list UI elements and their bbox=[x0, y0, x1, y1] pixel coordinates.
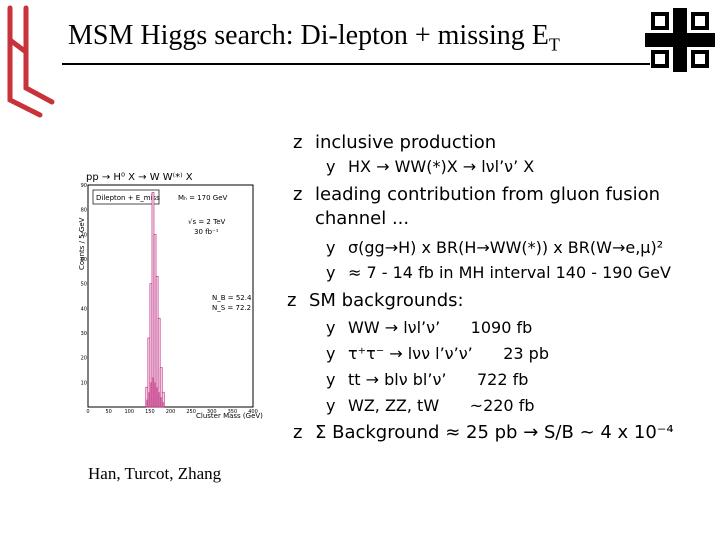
background-bar bbox=[147, 392, 150, 407]
fermilab-logo-right bbox=[645, 8, 715, 72]
bullet-sigma: y σ(gg→H) x BR(H→WW(*)) x BR(W→e,μ)² bbox=[326, 238, 664, 257]
y-tick-label: 10 bbox=[81, 380, 87, 386]
bullet-y-icon: y bbox=[326, 344, 336, 363]
plot-frame bbox=[87, 184, 254, 408]
bullet-tt: y tt → blν bl’ν’ 722 fb bbox=[326, 370, 529, 389]
x-tick-label: 250 bbox=[186, 409, 196, 415]
y-tick-label: 50 bbox=[81, 282, 87, 288]
fermilab-logo-left bbox=[7, 5, 55, 118]
bullet-y-icon: y bbox=[326, 157, 336, 176]
histogram-bars bbox=[145, 192, 165, 408]
bullet-y-icon: y bbox=[326, 238, 336, 257]
y-tick-label: 40 bbox=[81, 306, 87, 312]
slide-title: MSM Higgs search: Di-lepton + missing ET bbox=[68, 20, 560, 55]
histogram-plot: pp → H⁰ X → W W⁽*⁾ X Dilepton + E_miss M… bbox=[78, 172, 263, 420]
y-tick-label: 80 bbox=[81, 208, 87, 214]
bullet-y-icon: y bbox=[326, 370, 336, 389]
x-tick-label: 350 bbox=[228, 409, 238, 415]
bullet-z-icon: z bbox=[293, 184, 303, 205]
background-bar bbox=[156, 387, 159, 407]
y-tick-label: 70 bbox=[81, 232, 87, 238]
bullet-leading: z leading contribution from gluon fusion bbox=[293, 184, 661, 205]
credit-authors: Han, Turcot, Zhang bbox=[88, 464, 222, 483]
signal-bar bbox=[153, 234, 157, 408]
y-tick-label: 20 bbox=[81, 356, 87, 362]
background-bar bbox=[145, 399, 148, 407]
bullet-sm-backgrounds: z SM backgrounds: bbox=[287, 290, 464, 311]
plot-nb-label: N_B = 52.4 bbox=[212, 294, 252, 302]
title-rule bbox=[62, 63, 650, 65]
plot-ns-label: N_S = 72.2 bbox=[212, 304, 251, 312]
background-bar bbox=[151, 377, 154, 407]
x-tick-label: 50 bbox=[105, 409, 111, 415]
x-tick-labels: 0 50 100 150 200 250 300 350 400 bbox=[86, 409, 257, 415]
background-bar bbox=[162, 402, 165, 407]
signal-bar bbox=[151, 192, 155, 408]
background-bar bbox=[154, 382, 157, 407]
x-tick-label: 200 bbox=[166, 409, 176, 415]
bullet-inclusive: z inclusive production bbox=[293, 132, 497, 153]
plot-lumi-label: 30 fb⁻¹ bbox=[194, 228, 219, 236]
plot-xlabel: Cluster Mass (GeV) bbox=[196, 412, 263, 420]
plot-energy-label: √s = 2 TeV bbox=[188, 218, 225, 226]
bullet-channel: channel ... bbox=[315, 208, 410, 229]
background-bar bbox=[160, 397, 163, 407]
plot-ylabel: Counts / 5 GeV bbox=[78, 217, 86, 270]
bullet-y-icon: y bbox=[326, 318, 336, 337]
background-bar bbox=[158, 392, 161, 407]
x-tick-label: 100 bbox=[124, 409, 134, 415]
bullet-wz: y WZ, ZZ, tW ~220 fb bbox=[326, 396, 535, 415]
bullet-y-icon: y bbox=[326, 263, 336, 282]
bullet-approx: y ≈ 7 - 14 fb in MH interval 140 - 190 Ge… bbox=[326, 263, 671, 282]
y-tick-label: 90 bbox=[81, 183, 87, 189]
y-tick-labels: 10 20 30 40 50 60 70 80 90 bbox=[81, 183, 87, 386]
bullet-z-icon: z bbox=[293, 132, 303, 153]
bullet-tautau: y τ⁺τ⁻ → lνν l’ν’ν’ 23 pb bbox=[326, 344, 549, 363]
bullet-z-icon: z bbox=[287, 290, 297, 311]
y-tick-label: 30 bbox=[81, 331, 87, 337]
bullet-y-icon: y bbox=[326, 396, 336, 415]
plot-title-box bbox=[92, 189, 160, 205]
bullet-hx: y HX → WW(*)X → lνl’ν’ X bbox=[326, 157, 535, 176]
plot-mass-label: Mₕ = 170 GeV bbox=[178, 194, 228, 202]
background-bar bbox=[149, 382, 152, 407]
x-tick-label: 300 bbox=[207, 409, 217, 415]
bullet-z-icon: z bbox=[293, 422, 303, 443]
plot-header: pp → H⁰ X → W W⁽*⁾ X bbox=[86, 172, 193, 183]
x-tick-label: 400 bbox=[248, 409, 258, 415]
x-tick-label: 0 bbox=[86, 409, 89, 415]
plot-box-title: Dilepton + E_miss bbox=[96, 194, 160, 202]
bullet-ww: y WW → lνl’ν’ 1090 fb bbox=[326, 318, 533, 337]
x-tick-label: 150 bbox=[145, 409, 155, 415]
y-tick-label: 60 bbox=[81, 257, 87, 263]
